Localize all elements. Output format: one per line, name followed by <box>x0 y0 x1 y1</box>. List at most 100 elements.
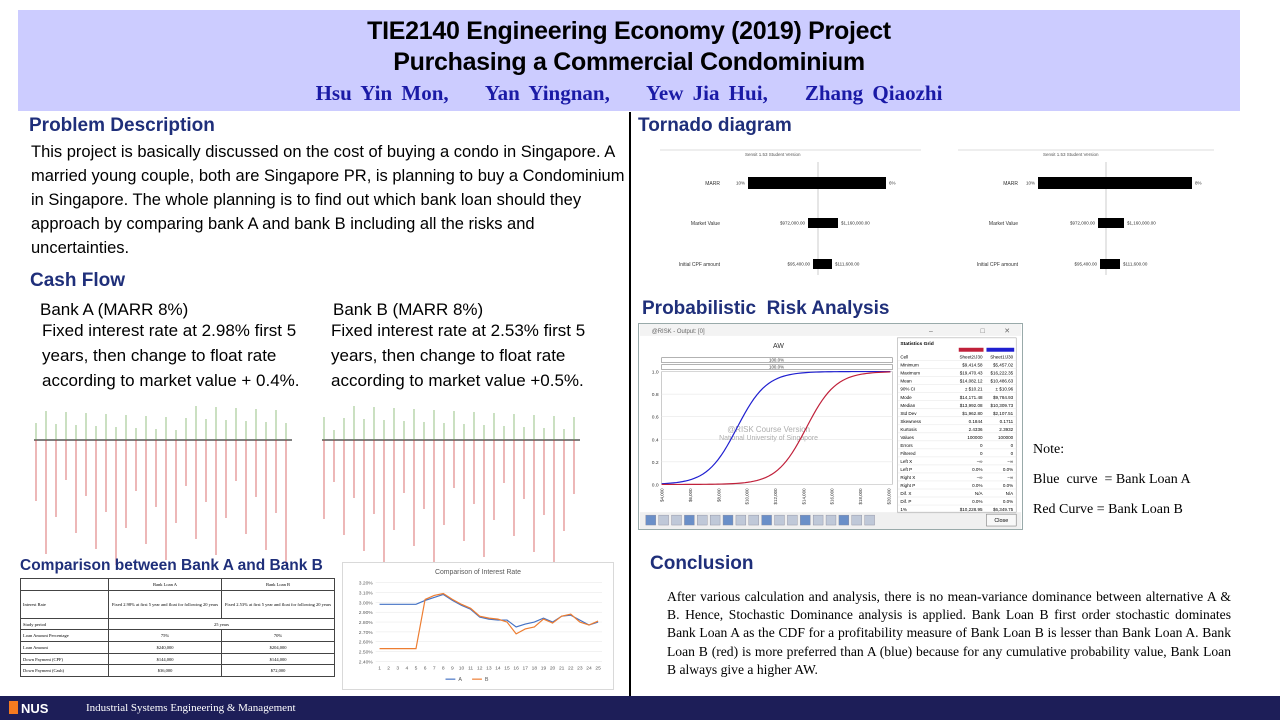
stat-cell: 100000 <box>967 435 983 440</box>
y-tick-label: 0.8 <box>652 392 659 398</box>
tornado-low-label: $972,000.00 <box>1070 221 1096 226</box>
close-icon: ✕ <box>1004 328 1010 335</box>
window-title: @RISK - Output: [0] <box>652 329 705 335</box>
table-cell: Bank Loan B <box>221 578 335 591</box>
stat-cell: $2,107.51 <box>993 411 1014 416</box>
minimize-icon: – <box>929 328 933 335</box>
tornado-bar <box>748 177 886 189</box>
legend-label-a: A <box>458 677 462 683</box>
tornado-caption: Sensit 1.53 Student Version <box>1043 152 1099 157</box>
poster-title: TIE2140 Engineering Economy (2019) Proje… <box>367 17 891 45</box>
nus-logo: NUS <box>8 698 72 718</box>
tornado-row-label: Initial CPF amount <box>977 262 1019 268</box>
x-tick-label: 20 <box>550 665 556 671</box>
toolbar-button-icon <box>838 514 850 526</box>
stat-cell: 0.0% <box>1003 499 1013 504</box>
toolbar-button-icon <box>864 514 875 526</box>
stat-cell: $10,309.73 <box>990 403 1013 408</box>
x-tick-label: 15 <box>504 665 510 671</box>
table-cell: Fixed 2.53% at first 5 year and float fo… <box>221 589 335 619</box>
toolbar-button-icon <box>812 514 824 526</box>
toolbar-button-icon <box>722 514 734 526</box>
tornado-caption: Sensit 1.53 Student Version <box>745 152 801 157</box>
stat-cell: Filtered <box>900 451 916 456</box>
table-cell: $72,000 <box>221 664 335 678</box>
note-blue-curve: Blue curve = Bank Loan A <box>1033 472 1191 487</box>
x-tick-label: 4 <box>406 665 409 671</box>
table-row: Loan Amount $240,000 $204,000 <box>20 641 335 654</box>
tornado-high-label: $1,160,000.00 <box>841 221 870 226</box>
cash-flow-diagram-bank-a <box>34 406 292 565</box>
toolbar-button-icon <box>658 514 669 526</box>
column-divider <box>629 112 631 696</box>
table-cell: $144,000 <box>108 652 222 666</box>
y-tick-label: 2.90% <box>359 610 374 616</box>
stat-cell: Dif. X <box>900 491 911 496</box>
stat-cell: $13,992.08 <box>960 403 983 408</box>
stat-cell: $14,171.48 <box>960 395 983 400</box>
y-tick-label: 3.20% <box>359 581 374 587</box>
x-tick-label: 5 <box>415 665 418 671</box>
footer-bar <box>0 696 1280 720</box>
close-button <box>986 513 1017 527</box>
nus-logo-text: NUS <box>21 701 49 716</box>
y-tick-label: 2.80% <box>359 620 374 626</box>
table-cell: 70% <box>221 629 335 643</box>
stat-cell: Left P <box>900 467 912 472</box>
poster-header: TIE2140 Engineering Economy (2019) Proje… <box>18 10 1240 111</box>
stat-cell: Mean <box>900 379 912 384</box>
table-cell: $36,000 <box>108 664 222 678</box>
tornado-diagram-b: Sensit 1.53 Student Version MARR 10% 8% Mark… <box>958 149 1214 275</box>
stat-cell: N/A <box>975 491 984 496</box>
x-tick-label: $20,000 <box>886 488 891 505</box>
stat-cell: $16,222.35 <box>990 371 1013 376</box>
cdf-curve-bank-a <box>661 370 891 485</box>
bank-b-description: Fixed interest rate at 2.53% first 5 yea… <box>331 321 586 390</box>
x-tick-label: 14 <box>495 665 501 671</box>
stat-cell: 100000 <box>998 435 1014 440</box>
stat-cell: $5,457.02 <box>993 363 1014 368</box>
toolbar-button-icon <box>851 514 862 526</box>
table-cell: $144,000 <box>221 652 335 666</box>
stat-cell: Right X <box>900 475 915 480</box>
table-cell: Down Payment (Cash) <box>20 664 109 678</box>
stat-cell: $10,228.95 <box>960 507 983 512</box>
y-tick-label: 2.50% <box>359 650 374 656</box>
x-tick-label: 23 <box>577 665 583 671</box>
conclusion-section-title: Conclusion <box>650 553 754 574</box>
stat-cell: $10,486.63 <box>990 379 1013 384</box>
y-tick-label: 0.0 <box>652 482 659 488</box>
cashflow-section-title: Cash Flow <box>30 270 126 291</box>
table-row: Study period 25 years <box>20 617 335 631</box>
plot-area <box>661 371 893 485</box>
table-row: Down Payment (CPF) $144,000 $144,000 <box>20 652 335 666</box>
close-button-label: Close <box>994 518 1008 524</box>
x-tick-label: 16 <box>513 665 519 671</box>
x-tick-label: 12 <box>477 665 483 671</box>
bank-b-heading: Bank B (MARR 8%) <box>333 300 484 319</box>
table-header-row: Bank Loan A Bank Loan B <box>20 578 335 591</box>
y-tick-label: 0.4 <box>652 437 659 443</box>
maximize-icon: □ <box>981 328 986 335</box>
stat-cell: −∞ <box>977 475 983 480</box>
tornado-bar <box>1100 259 1120 269</box>
toolbar-button-icon <box>645 514 656 526</box>
x-tick-label: 17 <box>523 665 529 671</box>
poster-subtitle: Purchasing a Commercial Condominium <box>393 48 865 76</box>
stat-cell: Dif. P <box>900 499 911 504</box>
stat-cell: 0 <box>980 443 983 448</box>
risk-output-window: @RISK - Output: [0] – □ ✕ AW 100.0% 100.0% 1.0 0… <box>638 323 1023 530</box>
toolbar-button-icon <box>774 514 785 526</box>
stat-cell: ± $10.21 <box>965 387 983 392</box>
toolbar-button-icon <box>671 514 682 526</box>
toolbar-button-icon <box>748 514 759 526</box>
tornado-low-label: 10% <box>736 181 745 186</box>
tornado-high-label: $111,600.00 <box>1123 262 1148 267</box>
stat-cell: $6,349.75 <box>993 507 1014 512</box>
tornado-bar <box>1038 177 1192 189</box>
x-tick-label: 25 <box>595 665 601 671</box>
stat-cell: 0.0% <box>972 483 982 488</box>
table-cell: $240,000 <box>108 641 222 654</box>
tornado-bar <box>808 218 838 228</box>
tornado-row-label: Initial CPF amount <box>679 262 721 268</box>
